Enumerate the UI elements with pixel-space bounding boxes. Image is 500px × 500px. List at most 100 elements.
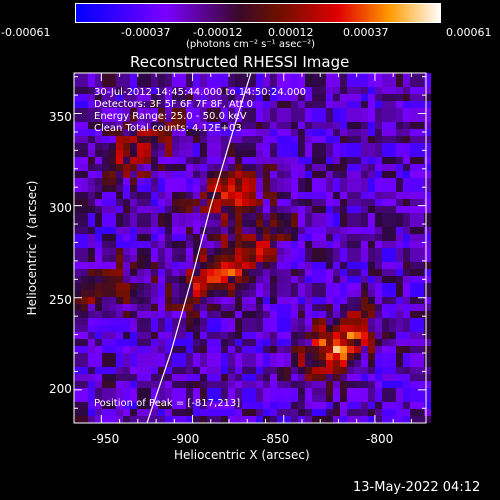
heatmap-cell [424,80,431,87]
heatmap-cell [375,185,382,192]
heatmap-cell [207,94,214,101]
heatmap-cell [151,262,158,269]
heatmap-cell [116,311,123,318]
heatmap-cell [368,262,375,269]
heatmap-cell [340,297,347,304]
heatmap-cell [368,101,375,108]
heatmap-cell [214,129,221,136]
heatmap-cell [193,143,200,150]
heatmap-cell [158,388,165,395]
heatmap-cell [277,311,284,318]
heatmap-cell [396,87,403,94]
heatmap-cell [305,108,312,115]
heatmap-cell [319,381,326,388]
heatmap-cell [340,346,347,353]
heatmap-cell [333,360,340,367]
heatmap-cell [284,255,291,262]
heatmap-cell [410,353,417,360]
heatmap-cell [312,283,319,290]
heatmap-cell [207,122,214,129]
heatmap-cell [221,283,228,290]
heatmap-cell [193,122,200,129]
heatmap-cell [109,101,116,108]
heatmap-cell [396,129,403,136]
heatmap-cell [319,297,326,304]
heatmap-cell [417,80,424,87]
heatmap-cell [179,129,186,136]
heatmap-cell [256,192,263,199]
heatmap-cell [326,185,333,192]
heatmap-cell [95,143,102,150]
heatmap-cell [291,227,298,234]
heatmap-cell [382,94,389,101]
heatmap-cell [158,402,165,409]
heatmap-cell [144,241,151,248]
heatmap-cell [291,87,298,94]
heatmap-cell [382,171,389,178]
heatmap-cell [368,339,375,346]
y-axis-label: Heliocentric Y (arcsec) [25,180,39,316]
heatmap-cell [354,283,361,290]
heatmap-cell [123,178,130,185]
heatmap-cell [158,227,165,234]
heatmap-cell [298,157,305,164]
heatmap-cell [207,171,214,178]
heatmap-cell [417,136,424,143]
heatmap-cell [312,276,319,283]
heatmap-cell [417,339,424,346]
heatmap-cell [424,325,431,332]
plot-border [73,72,427,424]
heatmap-cell [347,129,354,136]
heatmap-cell [81,262,88,269]
heatmap-cell [249,192,256,199]
heatmap-cell [368,367,375,374]
heatmap-cell [382,192,389,199]
heatmap-cell [389,150,396,157]
heatmap-cell [319,220,326,227]
heatmap-cell [291,402,298,409]
heatmap-cell [270,73,277,80]
heatmap-cell [214,402,221,409]
heatmap-cell [214,304,221,311]
heatmap-cell [116,171,123,178]
heatmap-cell [88,360,95,367]
y-tick-label-1: 350 [49,110,72,124]
heatmap-cell [158,115,165,122]
heatmap-cell [228,339,235,346]
heatmap-cell [221,367,228,374]
heatmap-cell [95,220,102,227]
heatmap-cell [102,101,109,108]
heatmap-cell [116,94,123,101]
heatmap-cell [361,297,368,304]
heatmap-cell [312,157,319,164]
heatmap-cell [382,269,389,276]
heatmap-cell [333,409,340,416]
heatmap-cell [424,297,431,304]
heatmap-cell [340,339,347,346]
heatmap-cell [200,269,207,276]
heatmap-cell [277,346,284,353]
heatmap-cell [347,311,354,318]
heatmap-cell [109,136,116,143]
heatmap-cell [389,325,396,332]
heatmap-cell [193,94,200,101]
heatmap-cell [340,367,347,374]
heatmap-cell [74,318,81,325]
heatmap-cell [109,402,116,409]
heatmap-cell [130,367,137,374]
heatmap-cell [151,283,158,290]
heatmap-cell [179,178,186,185]
heatmap-cell [368,402,375,409]
heatmap-cell [130,220,137,227]
heatmap-cell [347,339,354,346]
heatmap-cell [305,311,312,318]
heatmap-cell [242,353,249,360]
heatmap-cell [249,339,256,346]
heatmap-cell [95,269,102,276]
heatmap-cell [382,206,389,213]
heatmap-cell [137,283,144,290]
heatmap-cell [298,101,305,108]
heatmap-cell [165,115,172,122]
heatmap-cell [130,318,137,325]
heatmap-cell [396,157,403,164]
